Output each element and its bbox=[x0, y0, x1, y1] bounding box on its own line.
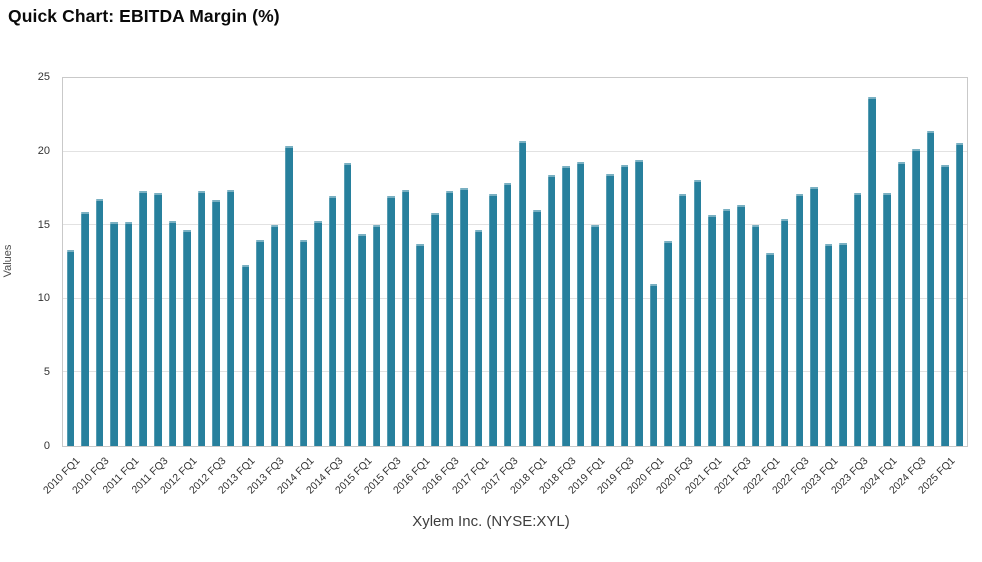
bar[interactable] bbox=[722, 209, 731, 446]
gridline bbox=[63, 371, 967, 373]
bar[interactable] bbox=[139, 191, 147, 446]
bar[interactable] bbox=[431, 213, 439, 446]
bar[interactable] bbox=[606, 173, 614, 446]
y-axis-tick-label: 0 bbox=[43, 440, 50, 452]
bar[interactable] bbox=[343, 163, 352, 446]
bar[interactable] bbox=[649, 284, 658, 446]
bar[interactable] bbox=[328, 195, 337, 446]
bar[interactable] bbox=[154, 192, 162, 446]
y-axis-tick-label: 15 bbox=[37, 218, 50, 231]
bar[interactable] bbox=[518, 141, 527, 446]
bar[interactable] bbox=[912, 148, 920, 446]
bar[interactable] bbox=[212, 200, 220, 446]
bar[interactable] bbox=[678, 194, 687, 446]
bar[interactable] bbox=[897, 161, 906, 446]
bar[interactable] bbox=[751, 225, 760, 446]
bar[interactable] bbox=[66, 250, 75, 446]
plot-area bbox=[62, 77, 968, 447]
gridline bbox=[63, 224, 967, 226]
bar[interactable] bbox=[824, 244, 833, 446]
bar[interactable] bbox=[401, 189, 410, 446]
chart-title: Quick Chart: EBITDA Margin (%) bbox=[8, 6, 280, 26]
gridline bbox=[63, 297, 967, 299]
bar[interactable] bbox=[81, 211, 89, 446]
bar[interactable] bbox=[285, 145, 293, 446]
bar[interactable] bbox=[314, 220, 322, 446]
bar[interactable] bbox=[124, 222, 133, 446]
bar[interactable] bbox=[708, 214, 716, 446]
bar[interactable] bbox=[780, 219, 789, 446]
y-axis-tick-label: 20 bbox=[37, 144, 50, 157]
bar[interactable] bbox=[183, 229, 191, 446]
bar[interactable] bbox=[810, 186, 818, 446]
bar[interactable] bbox=[664, 241, 672, 446]
bar[interactable] bbox=[591, 225, 599, 446]
bar[interactable] bbox=[926, 131, 935, 446]
bar[interactable] bbox=[460, 188, 468, 446]
bar[interactable] bbox=[358, 234, 366, 446]
bar[interactable] bbox=[955, 142, 964, 446]
bar[interactable] bbox=[241, 264, 249, 446]
bar[interactable] bbox=[868, 97, 876, 446]
bar[interactable] bbox=[853, 192, 862, 446]
bar[interactable] bbox=[547, 175, 556, 446]
bar[interactable] bbox=[299, 239, 308, 446]
bar[interactable] bbox=[883, 192, 891, 446]
y-axis-tick-label: 25 bbox=[37, 71, 50, 83]
bar[interactable] bbox=[839, 242, 847, 446]
bar[interactable] bbox=[110, 222, 118, 446]
bar[interactable] bbox=[693, 179, 701, 446]
bar[interactable] bbox=[226, 189, 235, 446]
bar[interactable] bbox=[635, 160, 643, 446]
bar[interactable] bbox=[737, 204, 745, 446]
bar[interactable] bbox=[372, 225, 381, 446]
gridline bbox=[63, 150, 967, 152]
bar[interactable] bbox=[576, 161, 585, 446]
y-axis-tick-label: 5 bbox=[43, 366, 50, 379]
bar[interactable] bbox=[95, 198, 104, 446]
bar[interactable] bbox=[503, 182, 512, 446]
bar[interactable] bbox=[197, 191, 206, 446]
bar[interactable] bbox=[489, 194, 497, 446]
x-axis-source-label: Xylem Inc. (NYSE:XYL) bbox=[412, 513, 570, 530]
bar[interactable] bbox=[270, 225, 279, 446]
y-axis-tick-label: 10 bbox=[37, 292, 50, 305]
bar[interactable] bbox=[474, 229, 483, 446]
bar[interactable] bbox=[941, 164, 949, 446]
bar[interactable] bbox=[387, 195, 395, 446]
bar[interactable] bbox=[620, 164, 629, 446]
bar[interactable] bbox=[533, 210, 541, 446]
bar[interactable] bbox=[795, 194, 804, 446]
bar[interactable] bbox=[562, 166, 570, 446]
bar[interactable] bbox=[168, 220, 177, 446]
bar[interactable] bbox=[766, 253, 774, 446]
bar[interactable] bbox=[256, 239, 264, 446]
bar[interactable] bbox=[445, 191, 454, 446]
bar[interactable] bbox=[416, 244, 424, 446]
